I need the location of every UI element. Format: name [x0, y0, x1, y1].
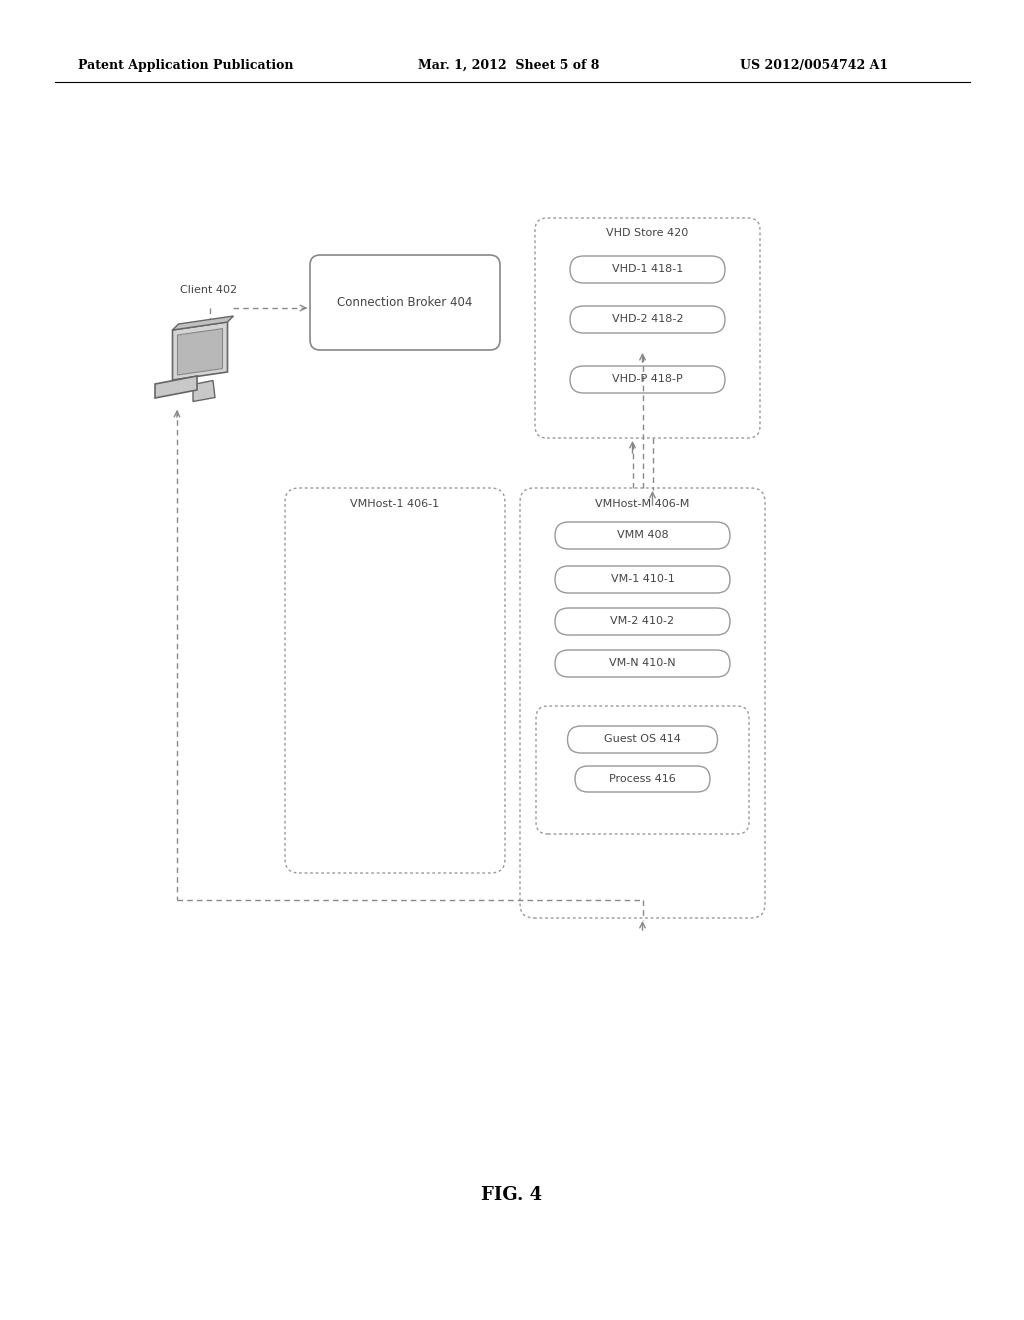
- Polygon shape: [155, 376, 197, 399]
- FancyBboxPatch shape: [535, 218, 760, 438]
- Text: Client 402: Client 402: [180, 285, 238, 294]
- FancyBboxPatch shape: [575, 766, 710, 792]
- FancyBboxPatch shape: [555, 609, 730, 635]
- Text: Mar. 1, 2012  Sheet 5 of 8: Mar. 1, 2012 Sheet 5 of 8: [418, 58, 599, 71]
- Text: VMHost-M 406-M: VMHost-M 406-M: [595, 499, 690, 510]
- FancyBboxPatch shape: [285, 488, 505, 873]
- Text: Patent Application Publication: Patent Application Publication: [78, 58, 294, 71]
- FancyBboxPatch shape: [567, 726, 718, 752]
- FancyBboxPatch shape: [570, 366, 725, 393]
- FancyBboxPatch shape: [570, 306, 725, 333]
- Text: US 2012/0054742 A1: US 2012/0054742 A1: [740, 58, 888, 71]
- Polygon shape: [193, 380, 215, 401]
- FancyBboxPatch shape: [570, 256, 725, 282]
- Text: FIG. 4: FIG. 4: [481, 1185, 543, 1204]
- FancyBboxPatch shape: [536, 706, 749, 834]
- Text: VHD-1 418-1: VHD-1 418-1: [612, 264, 683, 275]
- Text: Process 416: Process 416: [609, 774, 676, 784]
- Text: VHD-P 418-P: VHD-P 418-P: [612, 375, 683, 384]
- Text: Connection Broker 404: Connection Broker 404: [337, 296, 473, 309]
- Text: VHD Store 420: VHD Store 420: [606, 228, 688, 238]
- Text: VM-N 410-N: VM-N 410-N: [609, 659, 676, 668]
- Text: Guest OS 414: Guest OS 414: [604, 734, 681, 744]
- Text: VM-2 410-2: VM-2 410-2: [610, 616, 675, 627]
- FancyBboxPatch shape: [520, 488, 765, 917]
- FancyBboxPatch shape: [555, 521, 730, 549]
- Polygon shape: [172, 322, 227, 380]
- FancyBboxPatch shape: [555, 566, 730, 593]
- Text: VM-1 410-1: VM-1 410-1: [610, 574, 675, 585]
- Polygon shape: [172, 315, 233, 330]
- Text: VHD-2 418-2: VHD-2 418-2: [611, 314, 683, 325]
- FancyBboxPatch shape: [555, 649, 730, 677]
- Polygon shape: [177, 329, 222, 375]
- Text: VMM 408: VMM 408: [616, 531, 669, 540]
- FancyBboxPatch shape: [310, 255, 500, 350]
- Text: VMHost-1 406-1: VMHost-1 406-1: [350, 499, 439, 510]
